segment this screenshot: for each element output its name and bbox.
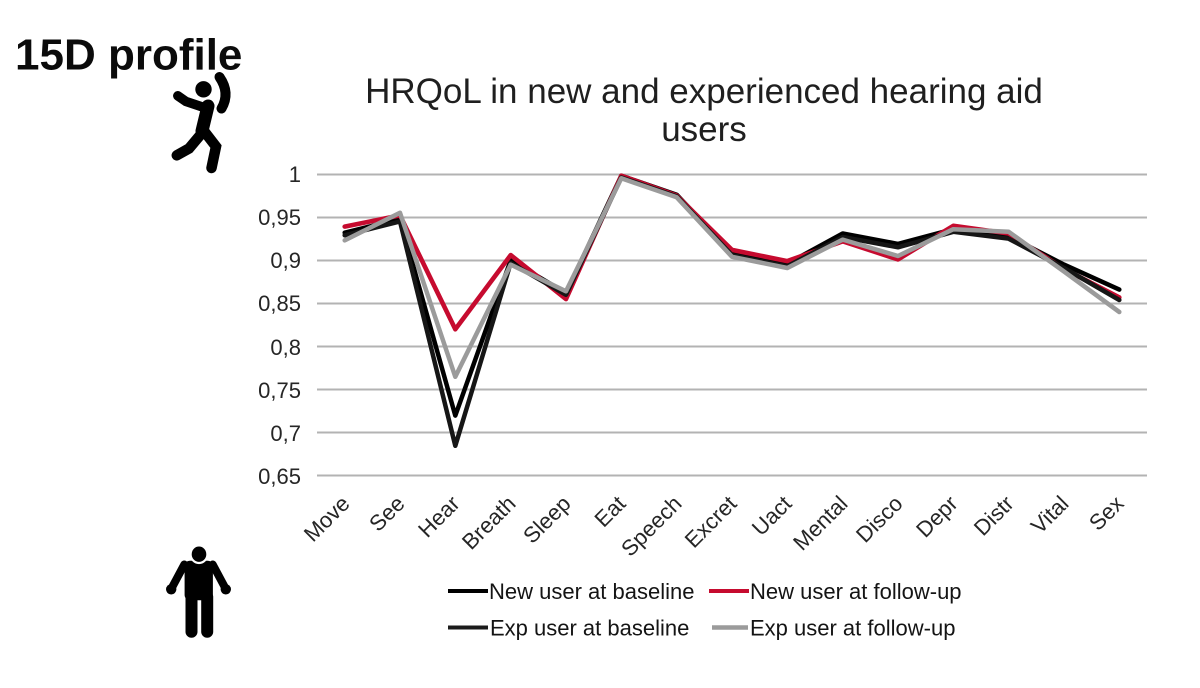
svg-text:See: See [364,491,409,536]
svg-text:0,7: 0,7 [270,421,301,446]
svg-text:Uact: Uact [747,491,797,541]
svg-text:Distr: Distr [969,491,1019,541]
svg-text:Breath: Breath [457,491,521,555]
svg-text:Eat: Eat [590,491,631,532]
svg-text:1: 1 [289,162,301,187]
svg-text:0,75: 0,75 [258,378,301,403]
svg-text:Move: Move [299,491,355,547]
svg-text:Depr: Depr [911,491,962,542]
svg-text:HRQoL in new and experienced h: HRQoL in new and experienced hearing aid [365,72,1043,111]
svg-text:Disco: Disco [851,491,908,548]
svg-text:Speech: Speech [616,491,686,561]
svg-text:Excret: Excret [680,491,742,553]
svg-text:Exp user at follow-up: Exp user at follow-up [750,616,955,641]
svg-text:Sleep: Sleep [518,491,575,548]
svg-text:New user at baseline: New user at baseline [489,579,694,604]
svg-text:15D profile: 15D profile [15,31,242,80]
svg-text:0,8: 0,8 [270,335,301,360]
svg-text:users: users [661,110,747,149]
svg-text:0,9: 0,9 [270,248,301,273]
svg-text:Exp user at baseline: Exp user at baseline [490,616,689,641]
svg-text:0,85: 0,85 [258,291,301,316]
svg-text:Vital: Vital [1026,491,1074,539]
svg-text:0,95: 0,95 [258,205,301,230]
svg-text:Mental: Mental [788,491,852,555]
svg-text:0,65: 0,65 [258,464,301,489]
svg-text:New user at follow-up: New user at follow-up [750,579,962,604]
svg-text:Hear: Hear [413,491,464,542]
svg-text:Sex: Sex [1084,491,1128,535]
